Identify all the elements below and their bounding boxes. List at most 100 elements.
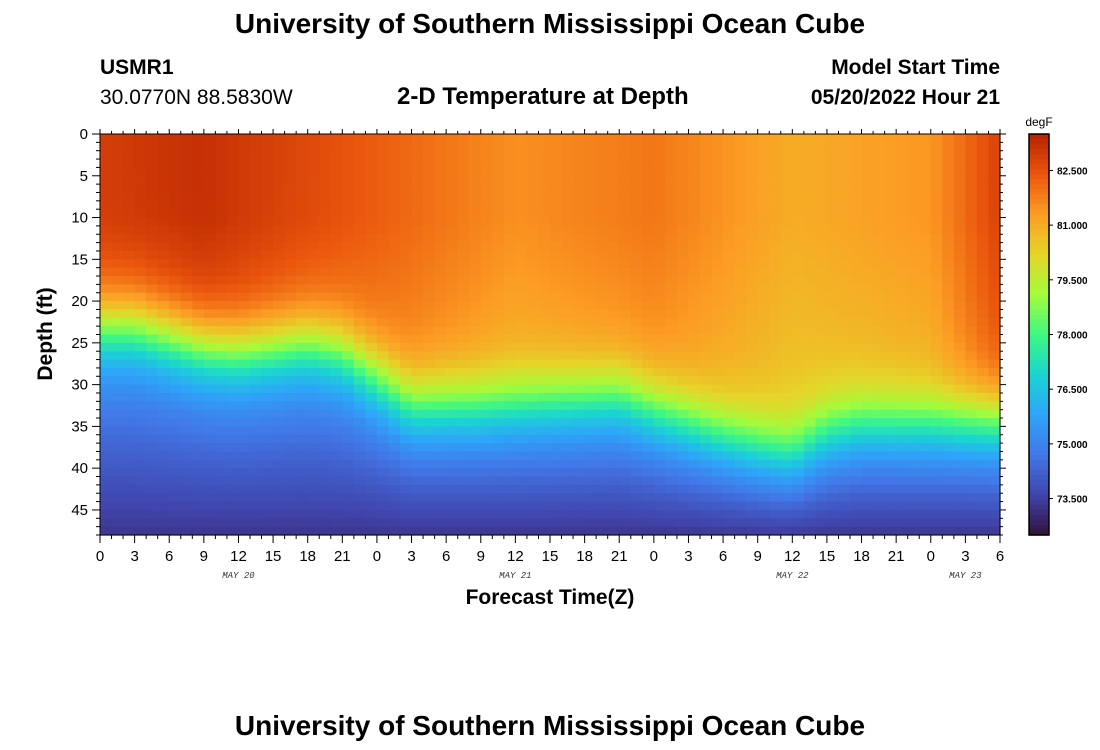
heatmap-cell bbox=[250, 309, 263, 319]
heatmap-cell bbox=[457, 301, 470, 311]
heatmap-cell bbox=[503, 284, 516, 294]
heatmap-cell bbox=[757, 234, 770, 244]
heatmap-cell bbox=[688, 267, 701, 277]
heatmap-cell bbox=[815, 217, 828, 227]
heatmap-cell bbox=[296, 167, 309, 177]
heatmap-cell bbox=[169, 150, 182, 160]
heatmap-cell bbox=[803, 342, 816, 352]
heatmap-cell bbox=[503, 518, 516, 528]
heatmap-cell bbox=[261, 175, 274, 185]
heatmap-cell bbox=[215, 334, 228, 344]
heatmap-cell bbox=[676, 292, 690, 302]
heatmap-cell bbox=[734, 484, 747, 494]
heatmap-cell bbox=[607, 225, 620, 235]
heatmap-cell bbox=[192, 276, 205, 285]
heatmap-cell bbox=[400, 392, 413, 402]
heatmap-cell bbox=[561, 351, 574, 361]
heatmap-cell bbox=[642, 217, 655, 227]
heatmap-cell bbox=[815, 242, 828, 252]
heatmap-cell bbox=[850, 242, 863, 252]
heatmap-cell bbox=[469, 175, 482, 185]
heatmap-cell bbox=[423, 518, 436, 528]
heatmap-cell bbox=[919, 418, 932, 427]
heatmap-cell bbox=[850, 200, 863, 210]
heatmap-cell bbox=[792, 292, 805, 302]
heatmap-cell bbox=[723, 359, 736, 369]
heatmap-cell bbox=[250, 401, 263, 411]
heatmap-cell bbox=[273, 200, 286, 210]
heatmap-cell bbox=[596, 518, 609, 528]
heatmap-cell bbox=[861, 334, 874, 344]
heatmap-cell bbox=[561, 367, 574, 377]
heatmap-cell bbox=[976, 175, 990, 185]
heatmap-cell bbox=[469, 259, 482, 269]
heatmap-cell bbox=[203, 225, 216, 235]
heatmap-cell bbox=[619, 167, 632, 177]
heatmap-cell bbox=[550, 501, 563, 511]
heatmap-cell bbox=[515, 184, 528, 194]
heatmap-cell bbox=[584, 217, 597, 227]
heatmap-cell bbox=[111, 284, 124, 294]
heatmap-cell bbox=[930, 317, 943, 327]
heatmap-cell bbox=[123, 267, 136, 277]
heatmap-cell bbox=[561, 476, 574, 486]
heatmap-cell bbox=[619, 267, 632, 277]
heatmap-cell bbox=[515, 284, 528, 294]
heatmap-cell bbox=[942, 451, 955, 461]
heatmap-cell bbox=[769, 476, 782, 486]
heatmap-cell bbox=[607, 159, 620, 169]
heatmap-cell bbox=[388, 518, 401, 528]
heatmap-cell bbox=[919, 509, 932, 519]
heatmap-cell bbox=[769, 134, 782, 143]
heatmap-cell bbox=[446, 351, 459, 361]
heatmap-cell bbox=[307, 501, 320, 511]
heatmap-cell bbox=[515, 376, 528, 386]
heatmap-cell bbox=[607, 359, 620, 369]
heatmap-cell bbox=[342, 250, 355, 260]
heatmap-cell bbox=[123, 326, 136, 336]
heatmap-cell bbox=[215, 134, 228, 143]
heatmap-cell bbox=[757, 476, 770, 486]
heatmap-cell bbox=[757, 276, 770, 285]
heatmap-cell bbox=[826, 359, 840, 369]
heatmap-cell bbox=[584, 509, 597, 519]
heatmap-cell bbox=[907, 142, 920, 152]
heatmap-cell bbox=[376, 459, 390, 469]
heatmap-cell bbox=[757, 284, 770, 294]
heatmap-cell bbox=[619, 418, 632, 427]
heatmap-cell bbox=[700, 334, 713, 344]
colorbar-segment bbox=[1029, 494, 1049, 501]
heatmap-cell bbox=[780, 501, 793, 511]
heatmap-cell bbox=[676, 501, 690, 511]
heatmap-cell bbox=[480, 309, 493, 319]
heatmap-cell bbox=[365, 234, 378, 244]
heatmap-cell bbox=[284, 284, 297, 294]
heatmap-cell bbox=[676, 401, 690, 411]
heatmap-cell bbox=[100, 150, 113, 160]
heatmap-cell bbox=[630, 200, 643, 210]
heatmap-cell bbox=[250, 292, 263, 302]
heatmap-cell bbox=[573, 509, 586, 519]
heatmap-cell bbox=[296, 392, 309, 402]
heatmap-cell bbox=[907, 409, 920, 419]
heatmap-cell bbox=[653, 367, 666, 377]
heatmap-cell bbox=[480, 150, 493, 160]
heatmap-cell bbox=[746, 392, 759, 402]
heatmap-cell bbox=[238, 242, 251, 252]
heatmap-cell bbox=[134, 526, 147, 536]
heatmap-cell bbox=[273, 484, 286, 494]
heatmap-cell bbox=[480, 167, 493, 177]
heatmap-cell bbox=[180, 401, 193, 411]
heatmap-cell bbox=[411, 175, 424, 185]
heatmap-cell bbox=[123, 526, 136, 536]
heatmap-cell bbox=[480, 468, 493, 478]
heatmap-cell bbox=[330, 276, 343, 285]
heatmap-cell bbox=[423, 342, 436, 352]
heatmap-cell bbox=[596, 384, 609, 394]
colorbar-segment bbox=[1029, 459, 1049, 466]
heatmap-cell bbox=[538, 509, 551, 519]
heatmap-cell bbox=[619, 392, 632, 402]
heatmap-cell bbox=[203, 501, 216, 511]
heatmap-cell bbox=[942, 484, 955, 494]
heatmap-cell bbox=[850, 501, 863, 511]
